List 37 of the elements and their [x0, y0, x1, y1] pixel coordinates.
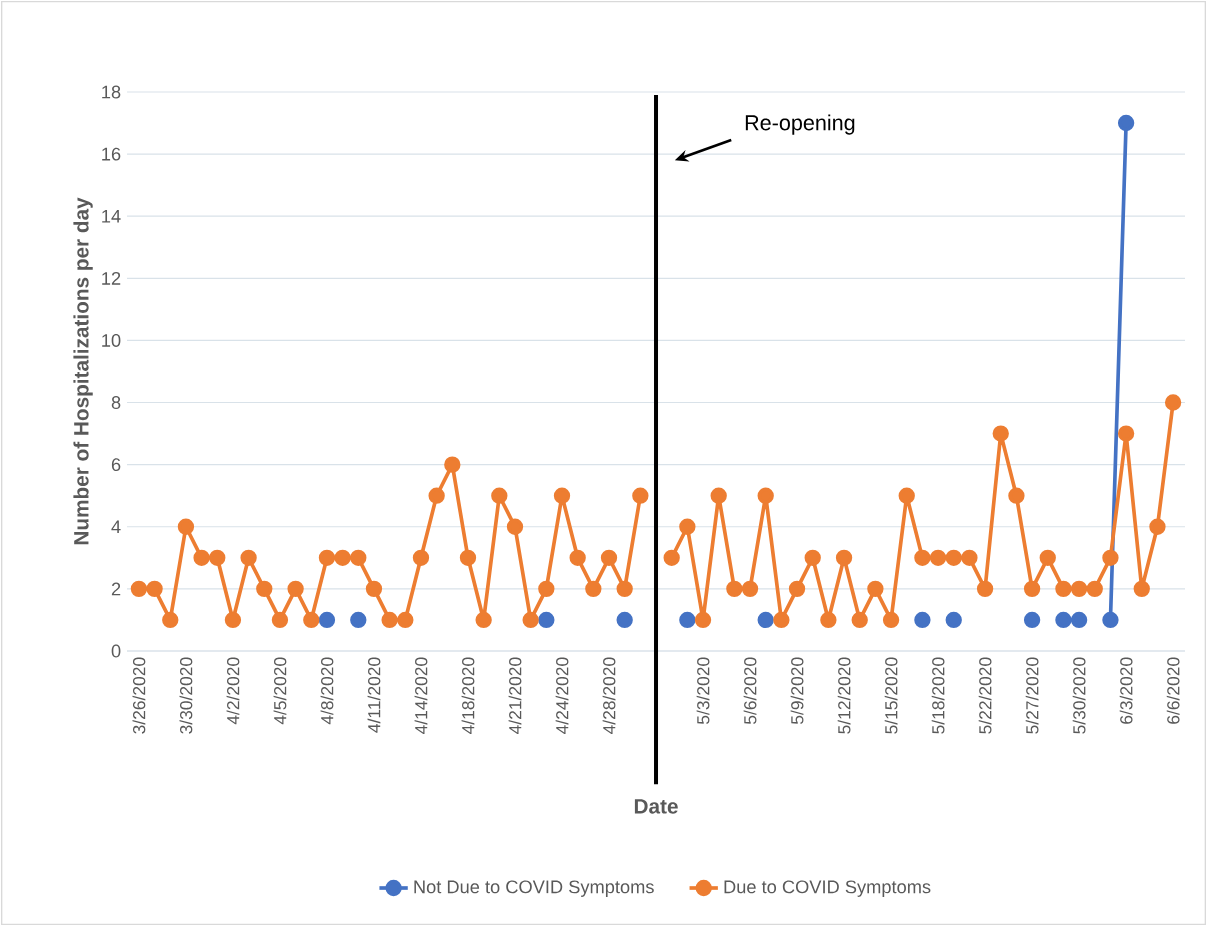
y-tick-label: 6	[111, 458, 121, 472]
x-tick-label: 3/30/2020	[179, 657, 193, 734]
x-tick-label: 5/3/2020	[696, 657, 710, 725]
y-axis-title: Number of Hospitalizations per day	[73, 197, 93, 545]
y-tick-label: 12	[102, 271, 121, 285]
y-tick-label: 4	[111, 520, 121, 534]
y-tick-label: 10	[102, 333, 121, 347]
x-tick-label: 5/6/2020	[743, 657, 757, 725]
x-tick-label: 4/2/2020	[226, 657, 240, 725]
x-tick-label: 3/26/2020	[132, 657, 146, 734]
x-tick-label: 5/12/2020	[837, 657, 851, 734]
x-tick-label: 4/8/2020	[320, 657, 334, 725]
x-tick-label: 6/3/2020	[1119, 657, 1133, 724]
y-tick-label: 14	[102, 209, 121, 223]
legend-label: Not Due to COVID Symptoms	[414, 880, 654, 897]
y-tick-label: 2	[111, 582, 121, 596]
y-tick-label: 16	[102, 147, 121, 161]
x-tick-label: 5/18/2020	[931, 657, 945, 734]
x-tick-label: 4/18/2020	[461, 657, 475, 735]
y-tick-label: 8	[111, 396, 121, 410]
x-tick-label: 5/22/2020	[978, 657, 992, 734]
x-tick-label: 4/28/2020	[602, 657, 616, 735]
x-tick-label: 4/14/2020	[414, 657, 428, 735]
y-tick-label: 18	[102, 85, 121, 99]
annotation: Re-opening	[745, 114, 855, 135]
x-tick-label: 5/15/2020	[884, 657, 898, 734]
x-tick-label: 5/27/2020	[1025, 657, 1039, 734]
x-tick-label: 5/9/2020	[790, 657, 804, 725]
x-tick-label: 4/5/2020	[273, 657, 287, 725]
x-axis-title: Date	[634, 799, 678, 814]
x-tick-label: 4/24/2020	[555, 657, 569, 735]
x-tick-label: 4/11/2020	[367, 657, 381, 733]
x-tick-label: 5/30/2020	[1072, 657, 1086, 734]
legend-label: Due to COVID Symptoms	[724, 880, 931, 897]
x-tick-label: 4/21/2020	[508, 657, 522, 735]
x-tick-label: 6/6/2020	[1166, 657, 1180, 724]
y-tick-label: 0	[111, 644, 121, 658]
